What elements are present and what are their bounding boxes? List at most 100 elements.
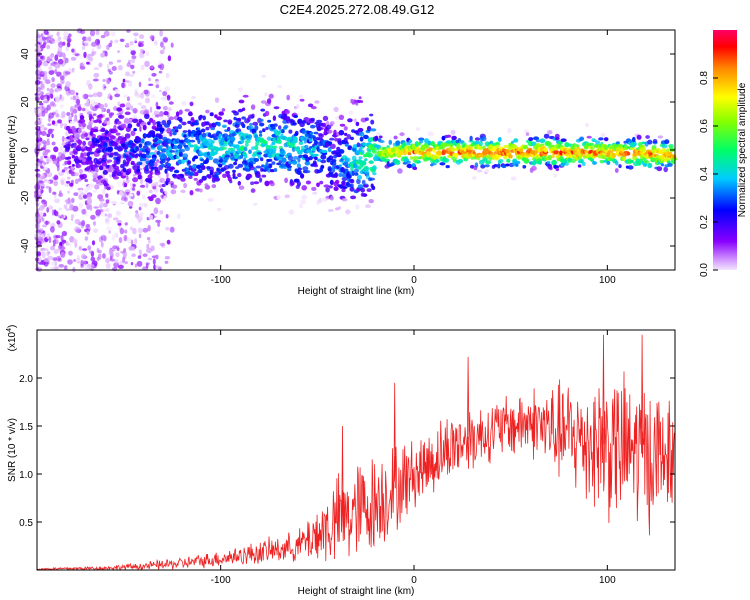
heatmap-cell: [122, 256, 126, 264]
heatmap-cell: [180, 158, 186, 164]
heatmap-cell: [102, 170, 108, 175]
heatmap-cell: [468, 149, 472, 154]
heatmap-cell: [131, 161, 135, 165]
heatmap-cell: [134, 88, 139, 93]
heatmap-cell: [58, 264, 65, 268]
heatmap-cell: [47, 123, 52, 126]
heatmap-cell: [71, 164, 75, 167]
heatmap-cell: [62, 150, 67, 154]
heatmap-cell: [191, 96, 196, 99]
heatmap-cell: [70, 214, 75, 219]
heatmap-cell: [519, 148, 524, 153]
heatmap-cell: [187, 160, 192, 165]
heatmap-cell: [281, 158, 287, 163]
heatmap-cell: [130, 64, 135, 70]
heatmap-cell: [61, 169, 66, 173]
heatmap-cell: [363, 184, 369, 188]
heatmap-cell: [488, 156, 493, 161]
heatmap-cell: [378, 135, 383, 139]
heatmap-cell: [149, 117, 154, 123]
heatmap-cell: [223, 119, 228, 123]
heatmap-cell: [126, 62, 132, 67]
heatmap-cell: [81, 220, 86, 227]
heatmap-cell: [84, 178, 88, 183]
heatmap-cell: [71, 197, 75, 204]
heatmap-cell: [214, 177, 220, 182]
heatmap-cell: [149, 35, 155, 40]
heatmap-cell: [364, 166, 370, 172]
heatmap-cell: [346, 134, 352, 140]
heatmap-cell: [138, 202, 145, 208]
heatmap-cell: [46, 156, 52, 163]
heatmap-cell: [143, 169, 150, 174]
heatmap-cell: [68, 33, 72, 38]
heatmap-cell: [49, 128, 55, 132]
heatmap-cell: [65, 201, 72, 205]
heatmap-cell: [117, 101, 121, 106]
heatmap-cell: [643, 160, 650, 164]
heatmap-cell: [187, 112, 193, 117]
heatmap-cell: [143, 203, 148, 208]
heatmap-cell: [79, 168, 83, 175]
heatmap-cell: [100, 234, 107, 241]
heatmap-cell: [611, 152, 617, 159]
heatmap-cell: [543, 133, 550, 139]
heatmap-cell: [105, 193, 109, 198]
heatmap-cell: [294, 130, 299, 136]
heatmap-cell: [135, 210, 139, 214]
heatmap-cell: [547, 130, 553, 135]
heatmap-cell: [640, 147, 647, 152]
heatmap-cell: [137, 171, 142, 176]
heatmap-cell: [301, 194, 308, 200]
heatmap-cell: [561, 162, 566, 166]
heatmap-cell: [539, 138, 546, 143]
heatmap-cell: [337, 138, 342, 141]
heatmap-cell: [249, 166, 256, 171]
heatmap-cell: [183, 134, 188, 138]
heatmap-cell: [89, 183, 94, 188]
heatmap-cell: [95, 209, 102, 216]
heatmap-cell: [105, 217, 109, 223]
heatmap-cell: [66, 41, 71, 48]
heatmap-cell: [281, 129, 285, 134]
heatmap-cell: [52, 257, 57, 261]
heatmap-cell: [86, 194, 92, 200]
heatmap-cell: [85, 137, 90, 141]
heatmap-cell: [278, 125, 282, 130]
heatmap-cell: [427, 131, 434, 137]
heatmap-cell: [103, 119, 108, 125]
heatmap-cell: [130, 58, 136, 64]
heatmap-cell: [260, 108, 266, 112]
heatmap-cell: [41, 110, 46, 117]
heatmap-cell: [547, 160, 551, 164]
heatmap-y-tick-label: 40: [20, 48, 31, 60]
heatmap-cell: [329, 137, 335, 141]
heatmap-cell: [364, 158, 368, 162]
heatmap-cell: [159, 188, 164, 194]
heatmap-cell: [40, 155, 44, 161]
heatmap-cell: [56, 50, 62, 57]
heatmap-cell: [113, 262, 120, 268]
heatmap-cell: [641, 141, 646, 145]
heatmap-cell: [96, 149, 102, 154]
heatmap-cell: [136, 165, 141, 170]
heatmap-cell: [262, 128, 266, 133]
heatmap-cell: [280, 149, 285, 154]
heatmap-cell: [508, 154, 513, 158]
heatmap-cell: [108, 146, 114, 152]
heatmap-cell: [553, 173, 557, 178]
heatmap-cell: [63, 36, 69, 40]
heatmap-cell: [43, 151, 46, 156]
heatmap-cell: [170, 189, 177, 195]
heatmap-cell: [211, 151, 218, 155]
heatmap-cell: [60, 121, 63, 129]
heatmap-cell: [406, 163, 413, 169]
heatmap-cell: [229, 154, 236, 160]
heatmap-cell: [120, 123, 127, 129]
heatmap-cell: [55, 71, 62, 77]
heatmap-cell: [37, 233, 42, 240]
heatmap-cell: [127, 123, 133, 129]
heatmap-cell: [284, 177, 288, 184]
heatmap-cell: [585, 122, 589, 128]
heatmap-cell: [79, 65, 86, 70]
